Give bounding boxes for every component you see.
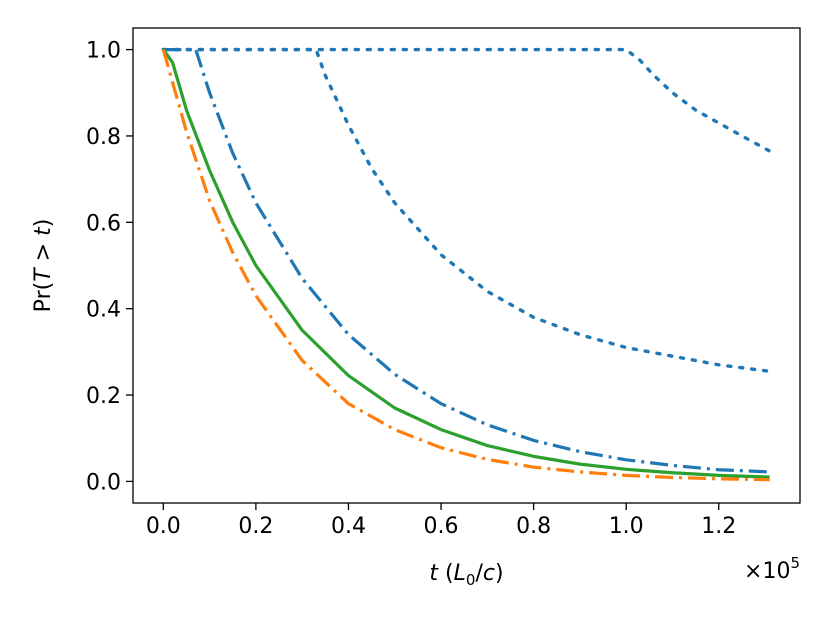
axis-ticks: 0.0 0.2 0.4 0.6 0.8 1.0 1.2 0.0 0.2 0.4 0.6 0.8 1.0 — [86, 39, 736, 539]
y-tick-label: 0.8 — [86, 125, 121, 150]
x-tick-label: 0.2 — [238, 514, 273, 539]
y-tick-label: 0.0 — [86, 470, 121, 495]
y-tick-label: 0.6 — [86, 211, 121, 236]
y-tick-label: 0.2 — [86, 384, 121, 409]
series-line-3 — [163, 47, 770, 474]
y-axis-label: Pr(T > t) — [31, 219, 56, 313]
x-tick-label: 0.6 — [424, 514, 459, 539]
x-tick-label: 1.0 — [609, 514, 644, 539]
x-axis-label: t (L0/c) — [429, 561, 503, 589]
x-tick-label: 1.2 — [701, 514, 736, 539]
series-line-2 — [161, 47, 772, 373]
y-tick-label: 1.0 — [86, 39, 121, 64]
series-lines — [161, 47, 772, 482]
x-tick-label: 0.4 — [331, 514, 366, 539]
y-tick-label: 0.4 — [86, 298, 121, 323]
x-tick-label: 0.0 — [146, 514, 181, 539]
series-line-1 — [161, 47, 772, 153]
series-line-4 — [162, 48, 770, 479]
x-axis-multiplier: ×105 — [744, 554, 800, 584]
plot-frame — [132, 27, 801, 504]
x-tick-label: 0.8 — [516, 514, 551, 539]
